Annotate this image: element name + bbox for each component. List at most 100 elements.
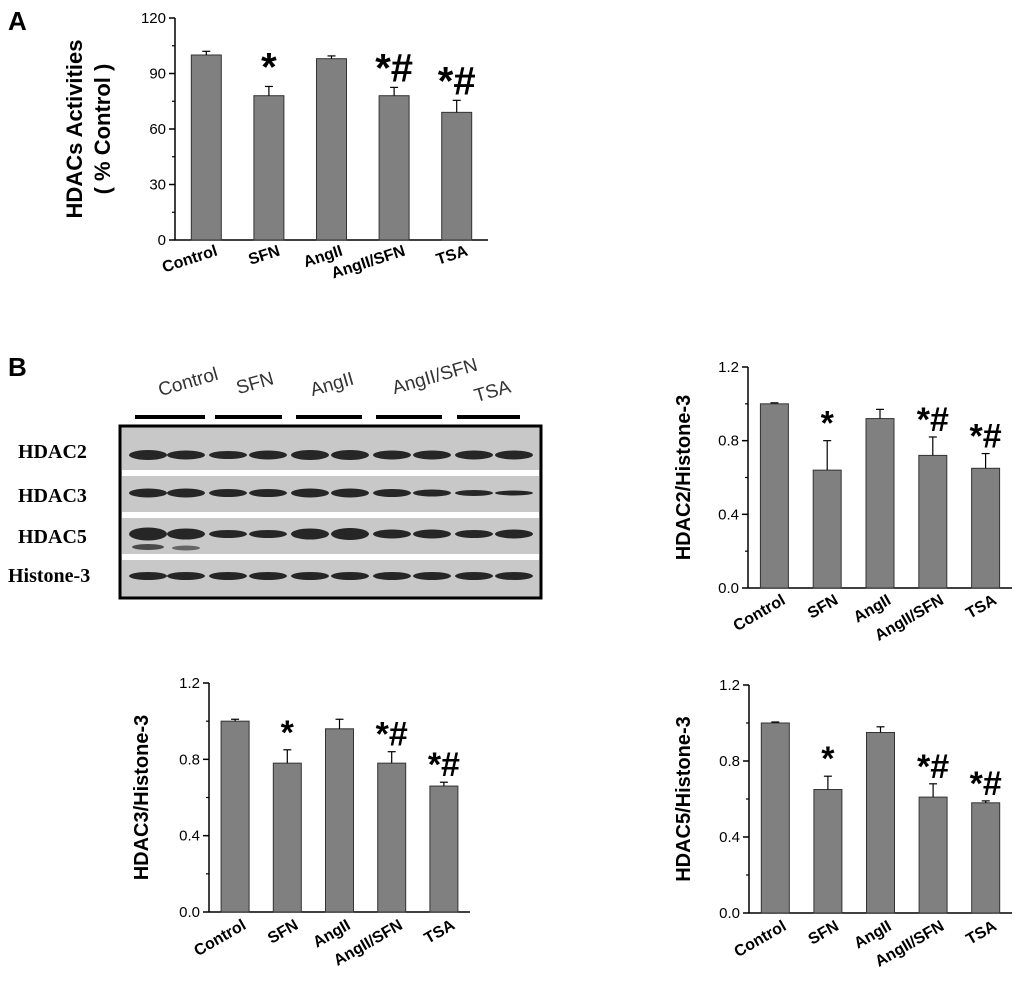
y-tick-label: 0.0 xyxy=(718,580,739,597)
bar xyxy=(441,111,473,241)
category-label: TSA xyxy=(963,918,1000,949)
y-tick-label: 90 xyxy=(149,66,166,83)
bar xyxy=(325,728,354,913)
significance-mark: *# xyxy=(376,716,408,754)
band-row2-lane7 xyxy=(413,529,451,539)
band-row0-lane2 xyxy=(209,451,247,459)
band-row0-lane8 xyxy=(455,450,493,460)
band-row2-lane4 xyxy=(291,528,329,540)
band-row1-lane9 xyxy=(495,490,533,496)
bar xyxy=(866,732,895,914)
band-row2-lane3 xyxy=(249,530,287,538)
band-row3-lane8 xyxy=(455,572,493,580)
band-row1-lane5 xyxy=(331,488,369,498)
panel-a-letter: A xyxy=(8,6,27,36)
lane-group-bar-4 xyxy=(457,415,520,419)
category-label: SFN xyxy=(806,918,842,949)
band-row0-lane3 xyxy=(249,450,287,460)
bar xyxy=(865,418,895,589)
bar xyxy=(253,95,285,241)
y-tick-label: 0.0 xyxy=(179,904,200,921)
band-row0-lane5 xyxy=(331,450,369,460)
row-separator-0 xyxy=(122,470,539,476)
y-axis-label: HDAC5/Histone-3 xyxy=(673,716,695,882)
row-label-histone3: Histone-3 xyxy=(8,565,91,587)
band-row3-lane6 xyxy=(373,572,411,580)
y-tick-label: 0 xyxy=(158,232,166,249)
y-tick-label: 60 xyxy=(149,121,166,138)
band-row1-lane2 xyxy=(209,489,247,497)
band-row1-lane4 xyxy=(291,488,329,498)
band-row1-lane8 xyxy=(455,490,493,496)
band-row3-lane5 xyxy=(331,572,369,580)
y-axis-label: HDAC3/Histone-3 xyxy=(131,715,153,881)
band-row3-lane2 xyxy=(209,572,247,580)
y-tick-label: 0.4 xyxy=(179,828,200,845)
band-row2-lane6 xyxy=(373,529,411,539)
category-label: SFN xyxy=(805,592,841,623)
bar xyxy=(918,454,948,589)
row-separator-1 xyxy=(122,512,539,518)
significance-mark: *# xyxy=(917,748,949,786)
y-tick-label: 0.4 xyxy=(719,829,740,846)
category-label: Control xyxy=(191,917,249,960)
band-row0-lane6 xyxy=(373,450,411,460)
band-row0-lane0 xyxy=(129,450,167,460)
category-label: TSA xyxy=(434,242,470,268)
category-label: Control xyxy=(731,592,789,635)
bar xyxy=(190,54,222,241)
bar xyxy=(316,58,347,241)
panel-b-letter: B xyxy=(8,352,27,382)
category-label: Control xyxy=(732,918,790,961)
bar xyxy=(377,762,407,913)
row-label-hdac3: HDAC3 xyxy=(18,485,87,507)
y-tick-label: 120 xyxy=(141,10,166,27)
row-label-hdac5: HDAC5 xyxy=(18,526,87,548)
lane-group-bar-2 xyxy=(296,415,362,419)
lane-group-bar-3 xyxy=(376,415,442,419)
band-row0-lane4 xyxy=(291,450,329,460)
bar xyxy=(759,403,789,589)
band-row1-lane1 xyxy=(167,488,205,498)
bar xyxy=(812,469,842,589)
band-row1-lane7 xyxy=(413,489,451,497)
band-row3-lane3 xyxy=(249,572,287,580)
y-tick-label: 0.0 xyxy=(719,905,740,922)
significance-mark: *# xyxy=(917,401,949,439)
bar xyxy=(918,796,948,914)
lane-group-bar-1 xyxy=(215,415,282,419)
band-hdac5-lower-0 xyxy=(132,544,164,550)
y-tick-label: 0.8 xyxy=(719,753,740,770)
significance-mark: *# xyxy=(375,46,413,90)
significance-mark: * xyxy=(821,740,835,778)
significance-mark: *# xyxy=(970,765,1002,803)
y-axis-label: HDACs Activities xyxy=(62,40,87,219)
band-row2-lane8 xyxy=(455,530,493,538)
category-label: SFN xyxy=(265,917,301,948)
band-hdac5-lower-1 xyxy=(172,545,200,551)
significance-mark: *# xyxy=(970,418,1002,456)
y-axis-label: HDAC2/Histone-3 xyxy=(673,395,695,561)
band-row2-lane9 xyxy=(495,529,533,539)
band-row0-lane9 xyxy=(495,450,533,460)
band-row3-lane4 xyxy=(291,572,329,580)
band-row1-lane3 xyxy=(249,489,287,497)
y-tick-label: 1.2 xyxy=(719,677,740,694)
band-row2-lane2 xyxy=(209,530,247,538)
band-row0-lane1 xyxy=(167,450,205,460)
band-row2-lane5 xyxy=(331,528,369,540)
chart-hdac_activity: 0 30 60 90 120 HDACs Activities( % Control ) C… xyxy=(62,10,488,282)
y-tick-label: 0.8 xyxy=(179,751,200,768)
bar xyxy=(760,722,790,914)
band-row3-lane7 xyxy=(413,572,451,580)
bar xyxy=(813,789,843,914)
category-label: TSA xyxy=(963,592,1000,623)
category-label: TSA xyxy=(422,917,459,948)
significance-mark: *# xyxy=(428,746,460,784)
y-tick-label: 1.2 xyxy=(718,359,739,376)
bar xyxy=(971,802,1001,914)
